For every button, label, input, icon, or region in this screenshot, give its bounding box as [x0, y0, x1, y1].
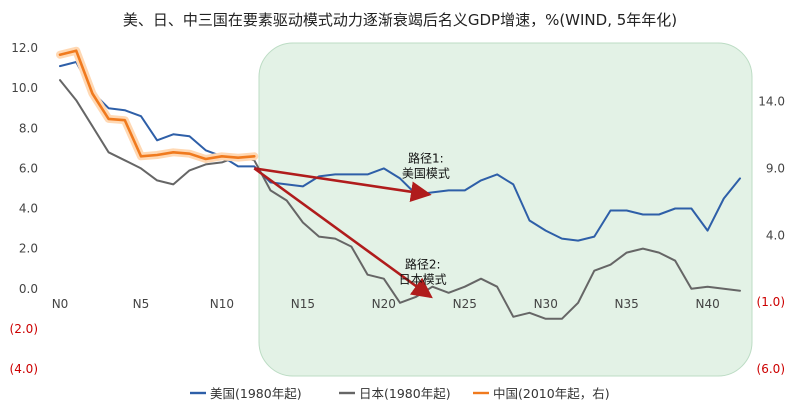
- y-left-tick-label: (4.0): [10, 362, 38, 376]
- legend-label-us: 美国(1980年起): [210, 386, 302, 401]
- y-left-tick-label: 10.0: [11, 81, 38, 95]
- y-right-tick-label: (1.0): [757, 295, 785, 309]
- x-tick-label: N35: [615, 297, 639, 311]
- x-axis: N0 N5 N10 N15 N20 N25 N30 N35 N40: [52, 297, 720, 311]
- x-tick-label: N25: [453, 297, 477, 311]
- series-line-cn: [58, 49, 256, 161]
- series-cn-glow: [56, 46, 259, 163]
- left-axis: 12.0 10.0 8.0 6.0 4.0 2.0 0.0 (2.0) (4.0): [10, 41, 38, 376]
- y-right-tick-label: 4.0: [766, 228, 785, 242]
- arrow-layer: [253, 167, 433, 299]
- highlight-zone-rect: [258, 42, 753, 377]
- right-axis: 14.0 9.0 4.0 (1.0) (6.0): [757, 95, 785, 377]
- arrow-us-path: [254, 167, 432, 203]
- x-tick-label: N5: [133, 297, 150, 311]
- y-right-tick-label: (6.0): [757, 362, 785, 376]
- legend-label-jp: 日本(1980年起): [359, 386, 451, 401]
- legend-label-cn: 中国(2010年起，右): [493, 386, 610, 401]
- y-left-tick-label: 6.0: [19, 161, 38, 175]
- y-left-tick-label: 12.0: [11, 41, 38, 55]
- y-left-tick-label: (2.0): [10, 322, 38, 336]
- y-right-tick-label: 14.0: [758, 95, 785, 109]
- annotation-jp_path: 路径2:日本模式: [399, 257, 447, 287]
- highlight-zone: [258, 42, 753, 377]
- x-tick-label: N15: [291, 297, 315, 311]
- annotation-us_path: 路径1:美国模式: [402, 150, 450, 180]
- arrow-jp-path: [253, 167, 433, 299]
- x-tick-label: N0: [52, 297, 69, 311]
- x-tick-label: N40: [695, 297, 719, 311]
- y-left-tick-label: 2.0: [19, 242, 38, 256]
- series-line-us: [59, 61, 741, 242]
- x-tick-label: N30: [534, 297, 558, 311]
- y-left-tick-label: 4.0: [19, 202, 38, 216]
- legend: 美国(1980年起) 日本(1980年起) 中国(2010年起，右): [190, 386, 610, 401]
- x-tick-label: N10: [210, 297, 234, 311]
- series-line-jp: [59, 79, 741, 320]
- series-layer: [56, 46, 741, 320]
- y-left-tick-label: 0.0: [19, 282, 38, 296]
- y-left-tick-label: 8.0: [19, 121, 38, 135]
- x-tick-label: N20: [372, 297, 396, 311]
- y-right-tick-label: 9.0: [766, 161, 785, 175]
- chart-title: 美、日、中三国在要素驱动模式动力逐渐衰竭后名义GDP增速，%(WIND, 5年年…: [123, 11, 677, 29]
